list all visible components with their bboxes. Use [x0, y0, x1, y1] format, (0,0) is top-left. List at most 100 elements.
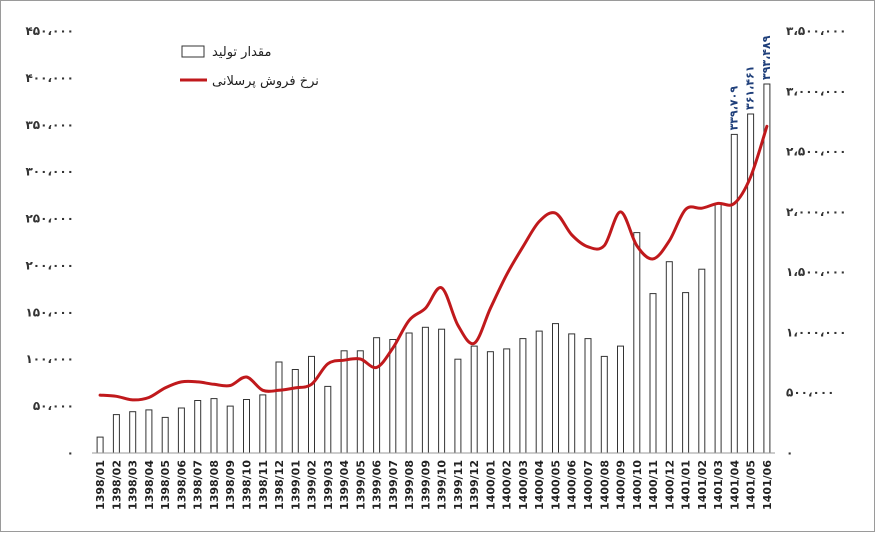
x-tick-label: 1399/08 [403, 460, 416, 510]
x-tick-label: 1400/07 [582, 460, 595, 510]
bar-1398/03 [129, 411, 137, 454]
y-tick-label: ۲۵۰،۰۰۰ [25, 212, 74, 226]
x-tick-label: 1401/01 [680, 460, 693, 510]
x-tick-label: 1398/05 [159, 460, 172, 510]
bar-1400/05 [552, 323, 559, 454]
x-tick-label: 1399/11 [452, 460, 465, 510]
data-label-1401/05: ۳۶۱،۴۶۱ [744, 66, 757, 110]
x-tick-label: 1400/08 [598, 460, 611, 510]
x-axis: 1398/01 1398/02 1398/03 1398/04 1398/05 1398/… [92, 452, 775, 510]
legend-bar-label: مقدار تولید [212, 45, 271, 60]
x-tick-label: 1399/03 [322, 460, 335, 510]
bar-1401/02 [698, 268, 706, 454]
bar-1401/01 [682, 292, 690, 454]
bar-1398/07 [194, 400, 202, 454]
x-tick-label: 1398/09 [224, 460, 237, 510]
data-label-1401/04: ۳۳۹،۷۰۹ [727, 86, 740, 131]
y2-tick-label: ۲،۰۰۰،۰۰۰ [786, 205, 846, 219]
bar-1399/10 [438, 328, 446, 454]
legend-line-label: نرخ فروش پرسلانی [212, 74, 319, 89]
y-tick-label: ۱۵۰،۰۰۰ [25, 305, 74, 319]
x-tick-label: 1399/09 [419, 460, 432, 510]
bar-1400/01 [486, 351, 494, 454]
x-tick-label: 1401/04 [728, 460, 741, 510]
bar-1399/06 [373, 337, 381, 454]
bar-1400/10 [633, 232, 641, 454]
x-tick-label: 1398/04 [143, 460, 156, 510]
bar-1399/05 [356, 350, 364, 454]
bar-1400/12 [665, 261, 673, 454]
bar-1400/06 [568, 333, 576, 454]
bar-1400/09 [617, 345, 624, 454]
x-tick-label: 1398/02 [110, 460, 123, 510]
y-tick-label: ۱۰۰،۰۰۰ [25, 352, 74, 366]
x-tick-label: 1398/03 [127, 460, 140, 510]
bar-1400/07 [584, 338, 592, 454]
bar-1400/08 [600, 355, 608, 454]
bar-1401/05 [747, 113, 755, 454]
x-tick-label: 1400/09 [615, 460, 628, 510]
legend: مقدار تولید نرخ فروش پرسلانی [180, 45, 319, 89]
price-line [98, 124, 769, 402]
y-tick-label: ۵۰،۰۰۰ [33, 399, 74, 413]
y2-tick-label: ۲،۵۰۰،۰۰۰ [786, 145, 846, 159]
x-tick-label: 1398/06 [175, 460, 188, 510]
bar-1401/04 [730, 133, 738, 454]
y-axis-right: ۰ ۵۰۰،۰۰۰ ۱،۰۰۰،۰۰۰ ۱،۵۰۰،۰۰۰ ۲،۰۰۰،۰۰۰ ۲،۵۰۰… [786, 24, 846, 460]
bar-1398/06 [177, 407, 185, 454]
x-tick-label: 1401/05 [745, 460, 758, 510]
bar-1400/03 [519, 338, 527, 454]
bar-1399/04 [340, 350, 348, 454]
y2-tick-label: ۳،۰۰۰،۰۰۰ [786, 84, 846, 98]
y2-tick-label: ۱،۰۰۰،۰۰۰ [786, 325, 846, 339]
data-label-1401/06: ۳۹۳،۴۸۹ [760, 35, 773, 80]
x-tick-label: 1399/01 [289, 460, 302, 510]
bar-1399/08 [405, 332, 413, 454]
bar-1398/05 [161, 416, 169, 454]
bar-1399/01 [291, 369, 299, 454]
x-tick-label: 1399/04 [338, 460, 351, 510]
x-tick-label: 1398/11 [257, 460, 270, 510]
bar-1399/02 [308, 355, 315, 454]
x-tick-label: 1400/10 [631, 460, 644, 510]
bar-1398/01 [96, 436, 104, 454]
x-tick-label: 1398/12 [273, 460, 286, 510]
x-tick-label: 1398/01 [94, 460, 107, 510]
x-tick-label: 1401/02 [696, 460, 709, 510]
x-tick-label: 1401/06 [761, 460, 774, 510]
y-tick-label: ۴۵۰،۰۰۰ [25, 24, 74, 38]
x-tick-label: 1400/11 [647, 460, 660, 510]
y-tick-label: ۳۵۰،۰۰۰ [25, 118, 74, 132]
y-tick-label: ۴۰۰،۰۰۰ [25, 71, 74, 85]
y-tick-label: ۲۰۰،۰۰۰ [25, 258, 74, 272]
x-tick-label: 1400/03 [517, 460, 530, 510]
bar-1401/03 [714, 203, 722, 454]
bar-1398/10 [243, 399, 250, 454]
x-tick-label: 1399/05 [354, 460, 367, 510]
x-tick-label: 1400/01 [484, 460, 497, 510]
bar-1398/12 [275, 361, 283, 454]
x-tick-label: 1398/08 [208, 460, 221, 510]
y2-tick-label: ۵۰۰،۰۰۰ [786, 386, 835, 400]
x-tick-label: 1399/02 [306, 460, 319, 510]
legend-bar-swatch [181, 45, 205, 58]
bar-1400/02 [503, 348, 511, 454]
x-tick-label: 1399/10 [436, 460, 449, 510]
bar-1400/04 [535, 330, 543, 454]
y-tick-label: ۰ [67, 446, 74, 460]
x-tick-label: 1398/07 [192, 460, 205, 510]
x-tick-label: 1399/12 [468, 460, 481, 510]
bar-1399/09 [421, 326, 429, 454]
bar-1398/09 [226, 405, 234, 454]
line-layer [98, 124, 769, 402]
x-tick-label: 1398/10 [241, 460, 254, 510]
y2-tick-label: ۱،۵۰۰،۰۰۰ [786, 265, 846, 279]
bar-1401/06 [763, 83, 771, 454]
bar-1399/12 [470, 345, 478, 454]
y-tick-label: ۳۰۰،۰۰۰ [25, 165, 74, 179]
x-tick-label: 1400/05 [550, 460, 563, 510]
y2-tick-label: ۳،۵۰۰،۰۰۰ [786, 24, 846, 38]
